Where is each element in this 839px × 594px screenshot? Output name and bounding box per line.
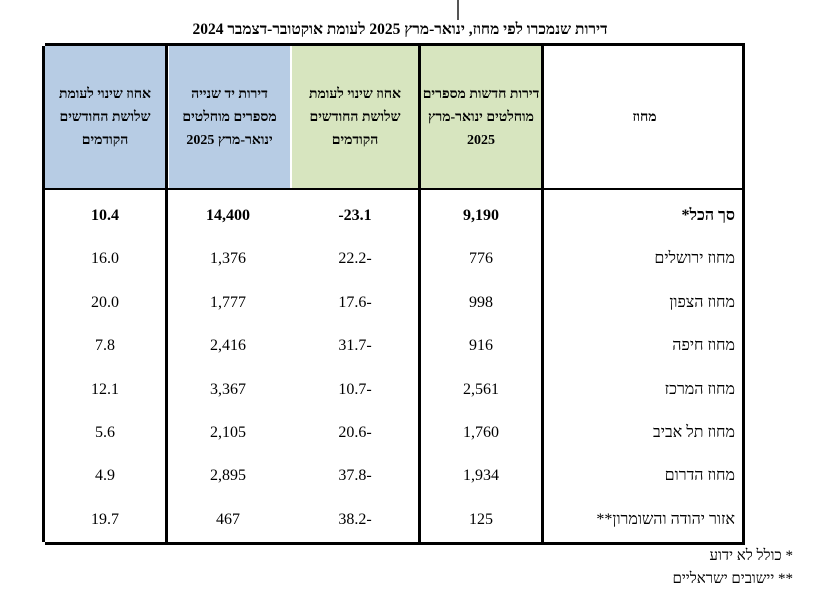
cell-new-pct: 37.8- — [338, 467, 372, 485]
cell-used-pct: 12.1 — [91, 380, 119, 398]
cell-used-abs: 2,105 — [210, 424, 246, 441]
cell-used-pct: 10.4 — [91, 207, 119, 224]
cell-used-pct: 5.6 — [95, 424, 115, 441]
footnote: ** יישובים ישראליים — [672, 571, 793, 587]
cell-new-pct: 31.7- — [338, 337, 372, 355]
column-divider — [541, 46, 544, 542]
cell-used-abs: 2,895 — [210, 467, 246, 485]
cell-district: מחוז הדרום — [664, 467, 735, 485]
text-cursor — [457, 0, 459, 20]
table-title: דירות שנמכרו לפי מחוז, ינואר-מרץ 2025 לע… — [192, 21, 608, 38]
cell-new-abs: 1,934 — [463, 467, 499, 485]
cell-used-abs: 1,777 — [210, 293, 246, 311]
cell-used-pct: 7.8 — [95, 337, 115, 355]
cell-district: מחוז ירושלים — [654, 250, 735, 268]
header-new-abs: דירות חדשות מספרים מוחלטים ינואר-מרץ 202… — [421, 46, 541, 188]
sales-table: אחוז שינוי לעומת שלושת החודשים הקודמים ד… — [42, 43, 745, 545]
header-divider — [45, 188, 745, 190]
cell-used-pct: 4.9 — [95, 467, 115, 485]
border-right — [742, 46, 745, 542]
cell-used-pct: 19.7 — [91, 510, 119, 528]
cell-new-abs: 1,760 — [463, 424, 499, 441]
cell-used-abs: 14,400 — [206, 207, 250, 224]
header-new-pct: אחוז שינוי לעומת שלושת החודשים הקודמים — [292, 46, 418, 188]
cell-new-abs: 9,190 — [463, 207, 499, 224]
cell-new-pct: 38.2- — [338, 510, 372, 528]
cell-district: סך הכל* — [681, 207, 735, 224]
cell-district: מחוז הצפון — [669, 293, 735, 311]
cell-new-pct: 17.6- — [338, 293, 372, 311]
cell-new-pct: 20.6- — [338, 424, 372, 441]
cell-new-abs: 125 — [469, 510, 493, 528]
footnote: * כולל לא ידוע — [709, 548, 793, 564]
cell-new-pct: 22.2- — [338, 250, 372, 268]
cell-district: מחוז המרכז — [664, 380, 735, 398]
cell-district: מחוז חיפה — [672, 337, 735, 355]
header-district: מחוז — [632, 109, 657, 125]
column-divider — [165, 46, 168, 542]
cell-used-abs: 467 — [216, 510, 240, 528]
cell-used-pct: 16.0 — [91, 250, 119, 268]
cell-used-pct: 20.0 — [91, 293, 119, 311]
cell-new-abs: 916 — [469, 337, 493, 355]
cell-used-abs: 1,376 — [210, 250, 246, 268]
header-used-abs: דירות יד שנייה מספרים מוחלטים ינואר-מרץ … — [169, 46, 290, 188]
cell-new-pct: -23.1 — [338, 207, 372, 224]
cell-used-abs: 2,416 — [210, 337, 246, 355]
cell-new-pct: 10.7- — [338, 380, 372, 398]
cell-district: מחוז תל אביב — [653, 424, 735, 441]
header-used-pct: אחוז שינוי לעומת שלושת החודשים הקודמים — [45, 46, 165, 188]
cell-new-abs: 776 — [469, 250, 493, 268]
cell-new-abs: 2,561 — [463, 380, 499, 398]
column-divider — [418, 46, 421, 542]
cell-new-abs: 998 — [469, 293, 493, 311]
cell-used-abs: 3,367 — [210, 380, 246, 398]
border-left — [42, 46, 45, 542]
cell-district: אזור יהודה והשומרון** — [596, 510, 735, 528]
